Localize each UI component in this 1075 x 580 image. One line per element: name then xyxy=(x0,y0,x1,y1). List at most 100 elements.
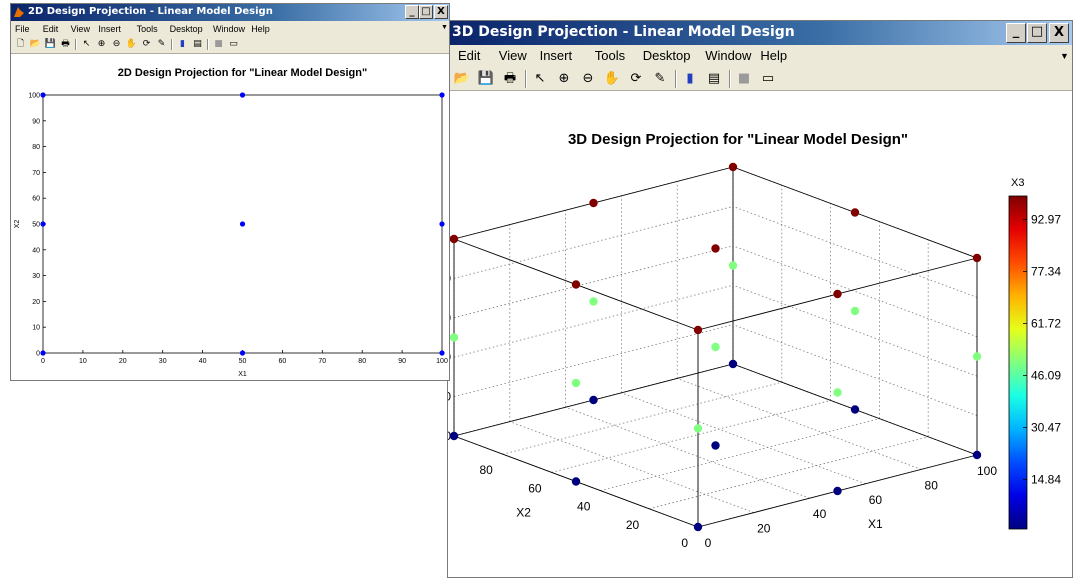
data-point xyxy=(972,253,982,263)
y-tick-label: 70 xyxy=(32,170,40,177)
title-bar-2d[interactable]: 2D Design Projection - Linear Model Desi… xyxy=(11,4,449,21)
grid-line xyxy=(551,400,831,473)
menu-overflow-icon[interactable]: ▼ xyxy=(441,24,448,31)
toolbar-separator xyxy=(75,39,77,50)
data-cursor-icon[interactable]: ✎ xyxy=(157,39,166,49)
window-title-3d: 3D Design Projection - Linear Model Desi… xyxy=(452,24,795,40)
print-icon[interactable]: 🖶 xyxy=(61,39,70,49)
data-cursor-icon[interactable]: ✎ xyxy=(654,71,666,86)
window-title-2d: 2D Design Projection - Linear Model Desi… xyxy=(28,6,273,17)
y-tick-label: 80 xyxy=(32,144,40,151)
rotate-3d-icon[interactable]: ⟳ xyxy=(630,71,642,86)
data-point xyxy=(439,92,445,98)
menu-insert[interactable]: Insert xyxy=(98,24,121,34)
menu-file[interactable]: File xyxy=(15,24,30,34)
y-tick-label: 30 xyxy=(32,273,40,280)
menu-view[interactable]: View xyxy=(70,24,90,34)
toolbar-separator xyxy=(207,39,209,50)
hide-plot-tools-icon[interactable]: ■ xyxy=(214,39,223,49)
save-icon[interactable]: 💾 xyxy=(477,71,495,86)
data-point xyxy=(850,208,860,217)
data-point xyxy=(449,431,459,441)
menu-edit[interactable]: Edit xyxy=(42,24,59,34)
show-plot-tools-icon[interactable]: ▭ xyxy=(229,39,238,49)
grid-line xyxy=(732,245,978,338)
close-button[interactable]: X xyxy=(1049,23,1069,43)
data-point xyxy=(850,405,860,414)
menu-desktop[interactable]: Desktop xyxy=(642,48,691,63)
colorbar-tick-label: 77.34 xyxy=(1031,264,1061,278)
menu-edit[interactable]: Edit xyxy=(458,48,481,63)
print-icon[interactable]: 🖶 xyxy=(503,71,517,86)
insert-colorbar-icon[interactable]: ▮ xyxy=(180,39,185,49)
select-arrow-icon[interactable]: ↖ xyxy=(534,71,546,86)
figure-window-3d: 3D Design Projection - Linear Model Desi… xyxy=(447,20,1073,578)
open-file-icon[interactable]: 📂 xyxy=(453,71,471,86)
title-bar-3d[interactable]: 3D Design Projection - Linear Model Desi… xyxy=(448,21,1072,45)
grid-line xyxy=(453,324,734,397)
rotate-3d-icon[interactable]: ⟳ xyxy=(142,39,151,49)
toolbar-separator xyxy=(171,39,173,50)
pan-hand-icon[interactable]: ✋ xyxy=(125,39,138,49)
menu-insert[interactable]: Insert xyxy=(539,48,573,63)
insert-legend-icon[interactable]: ▤ xyxy=(707,71,721,86)
menu-tools[interactable]: Tools xyxy=(136,24,158,34)
data-point xyxy=(40,92,46,98)
menu-view[interactable]: View xyxy=(498,48,527,63)
save-icon[interactable]: 💾 xyxy=(44,39,57,49)
colorbar-tick-label: 14.84 xyxy=(1031,473,1061,487)
minimize-button[interactable]: _ xyxy=(1006,23,1026,43)
data-point xyxy=(693,325,703,335)
data-point xyxy=(589,395,598,405)
x-tick-label: 90 xyxy=(398,358,406,365)
insert-legend-icon[interactable]: ▤ xyxy=(193,39,202,49)
select-arrow-icon[interactable]: ↖ xyxy=(82,39,91,49)
open-file-icon[interactable]: 📂 xyxy=(29,39,42,49)
data-point xyxy=(589,198,598,208)
new-figure-icon[interactable]: 🗋 xyxy=(16,39,25,49)
data-point xyxy=(571,477,581,486)
grid-line xyxy=(621,392,866,485)
menu-window[interactable]: Window xyxy=(705,48,752,63)
pan-hand-icon[interactable]: ✋ xyxy=(603,71,621,86)
close-button[interactable]: X xyxy=(434,5,448,19)
data-point xyxy=(239,221,246,227)
colorbar-tick-label: 61.72 xyxy=(1031,316,1061,330)
grid-line xyxy=(732,324,978,416)
data-point xyxy=(439,221,445,227)
maximize-button[interactable]: □ xyxy=(1027,23,1047,43)
maximize-button[interactable]: □ xyxy=(419,5,433,19)
data-point xyxy=(449,234,459,244)
data-point xyxy=(833,486,842,496)
show-plot-tools-icon[interactable]: ▭ xyxy=(761,71,775,86)
data-point xyxy=(728,162,738,172)
zoom-out-icon[interactable]: ⊖ xyxy=(112,39,121,49)
figure-window-2d: 2D Design Projection - Linear Model Desi… xyxy=(10,3,450,381)
plot-2d: 2D Design Projection for "Linear Model D… xyxy=(14,67,448,378)
menu-tools[interactable]: Tools xyxy=(594,48,626,63)
x-tick-label: 10 xyxy=(79,358,87,365)
hide-plot-tools-icon[interactable]: ■ xyxy=(737,71,751,86)
x-tick-label: 0 xyxy=(41,358,45,365)
colorbar-tick-label: 30.47 xyxy=(1031,421,1061,435)
menu-bar-2d: File Edit View Insert Tools Desktop Window Help xyxy=(11,22,449,36)
menu-window[interactable]: Window xyxy=(213,24,246,34)
insert-colorbar-icon[interactable]: ▮ xyxy=(686,71,694,86)
menu-help[interactable]: Help xyxy=(251,24,270,34)
colorbar-tick-label: 92.97 xyxy=(1031,212,1061,226)
menu-help[interactable]: Help xyxy=(760,48,788,63)
zoom-in-icon[interactable]: ⊕ xyxy=(558,71,570,86)
zoom-in-icon[interactable]: ⊕ xyxy=(97,39,106,49)
x-tick-label: 100 xyxy=(436,358,448,365)
menu-overflow-icon[interactable]: ▼ xyxy=(1060,51,1069,61)
minimize-button[interactable]: _ xyxy=(405,5,419,19)
grid-line xyxy=(453,284,734,358)
y-tick-label: 20 xyxy=(32,299,40,306)
menu-desktop[interactable]: Desktop xyxy=(169,24,203,34)
data-point xyxy=(239,92,246,98)
data-point xyxy=(711,342,720,352)
zoom-out-icon[interactable]: ⊖ xyxy=(582,71,594,86)
y-tick-label: 50 xyxy=(32,222,40,229)
data-point xyxy=(728,261,738,270)
y-tick-label: 80 xyxy=(479,463,493,477)
